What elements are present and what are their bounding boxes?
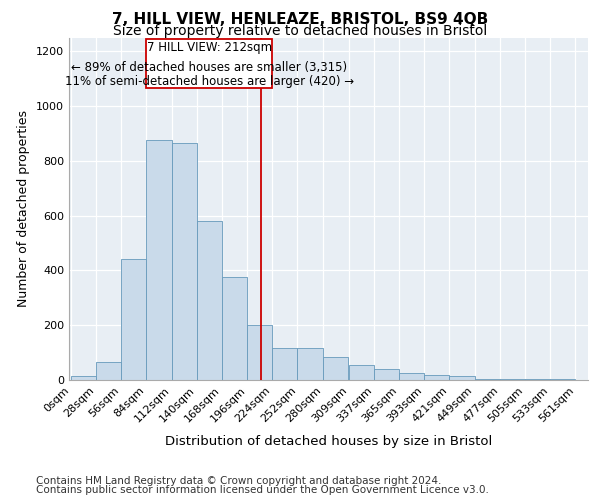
- Bar: [121, 260, 146, 380]
- Bar: [500, 378, 525, 380]
- Text: Size of property relative to detached houses in Bristol: Size of property relative to detached ho…: [113, 24, 487, 38]
- Y-axis label: Number of detached properties: Number of detached properties: [17, 110, 31, 307]
- Bar: [146, 39, 272, 88]
- Text: ← 89% of detached houses are smaller (3,315): ← 89% of detached houses are smaller (3,…: [71, 60, 347, 74]
- Bar: [399, 373, 424, 380]
- Bar: [349, 365, 374, 380]
- Bar: [172, 143, 197, 380]
- Bar: [96, 362, 121, 380]
- Bar: [298, 348, 323, 380]
- Bar: [197, 221, 222, 380]
- Bar: [71, 376, 96, 380]
- Text: 7 HILL VIEW: 212sqm: 7 HILL VIEW: 212sqm: [147, 41, 272, 54]
- Bar: [323, 356, 348, 380]
- Text: Contains HM Land Registry data © Crown copyright and database right 2024.: Contains HM Land Registry data © Crown c…: [36, 476, 442, 486]
- Bar: [449, 376, 475, 380]
- Bar: [272, 348, 298, 380]
- X-axis label: Distribution of detached houses by size in Bristol: Distribution of detached houses by size …: [165, 435, 492, 448]
- Bar: [550, 378, 575, 380]
- Text: 11% of semi-detached houses are larger (420) →: 11% of semi-detached houses are larger (…: [65, 74, 354, 88]
- Bar: [146, 140, 172, 380]
- Bar: [247, 325, 272, 380]
- Bar: [424, 374, 449, 380]
- Bar: [525, 378, 550, 380]
- Text: 7, HILL VIEW, HENLEAZE, BRISTOL, BS9 4QB: 7, HILL VIEW, HENLEAZE, BRISTOL, BS9 4QB: [112, 12, 488, 28]
- Text: Contains public sector information licensed under the Open Government Licence v3: Contains public sector information licen…: [36, 485, 489, 495]
- Bar: [374, 369, 399, 380]
- Bar: [475, 378, 500, 380]
- Bar: [222, 277, 247, 380]
